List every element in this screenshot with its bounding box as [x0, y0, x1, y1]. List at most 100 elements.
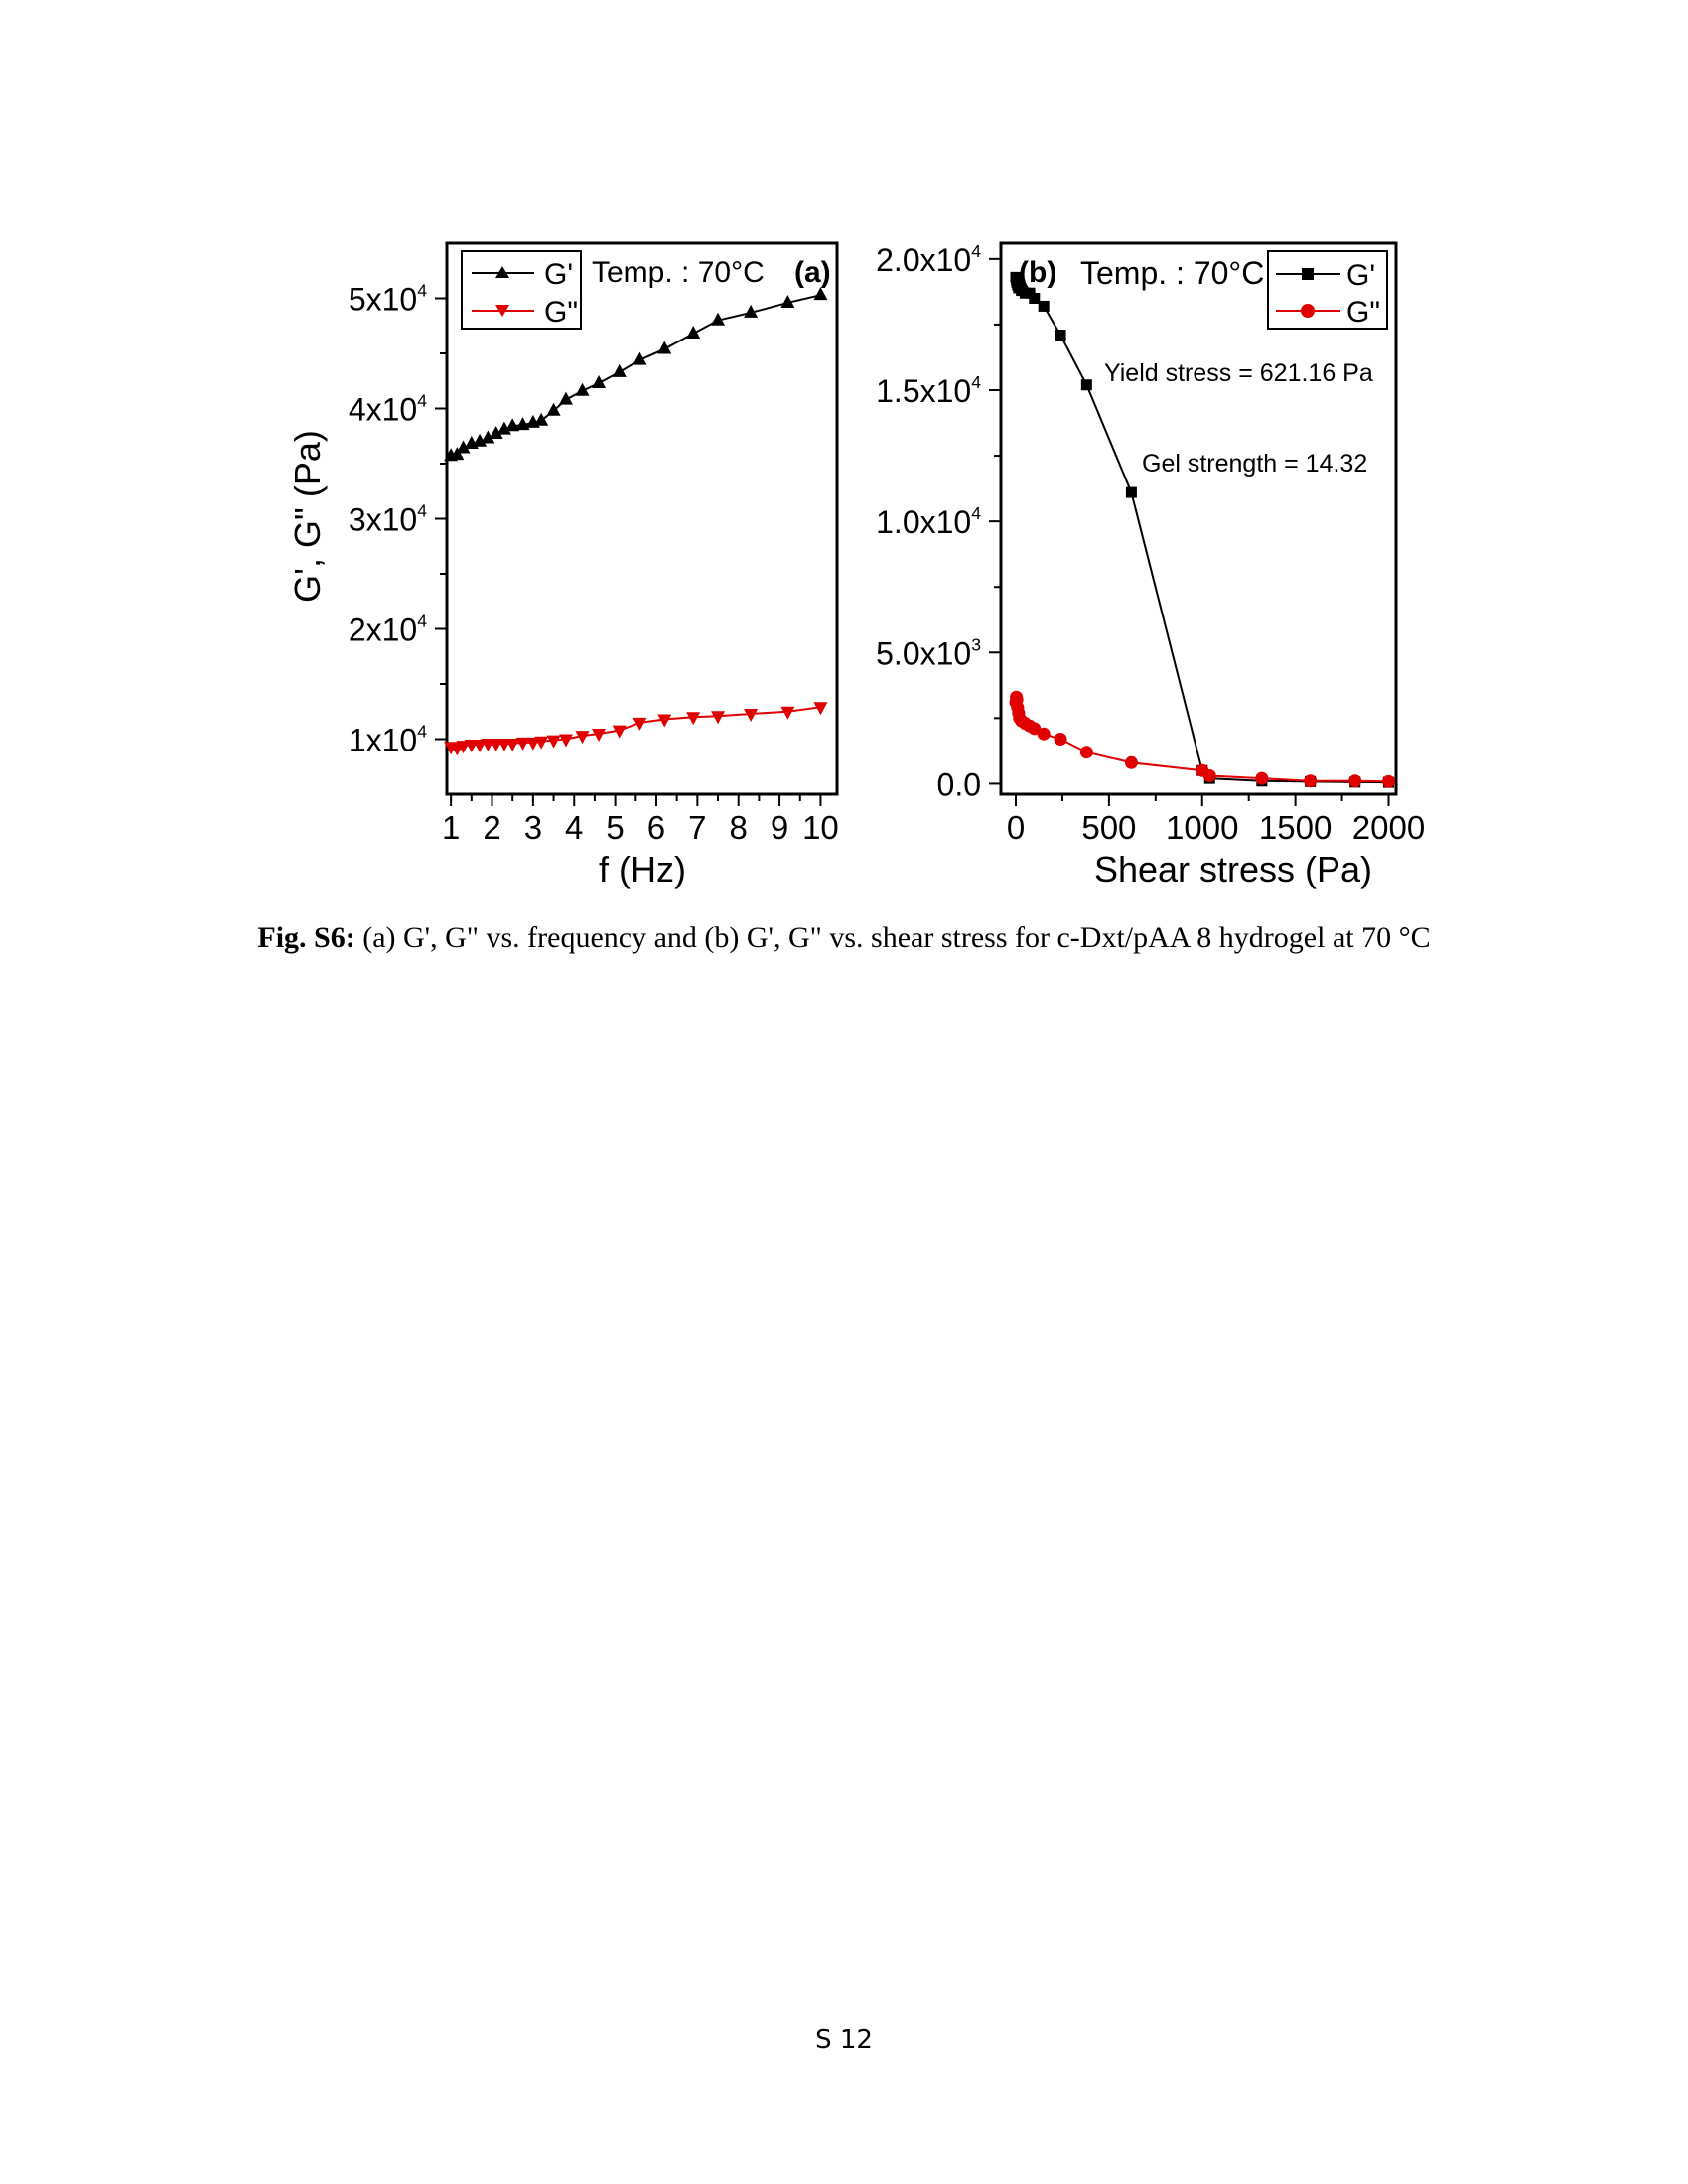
figure-s6: 1 2 3 4 5 6 7 8 9 10 1x104 2x104 3x104 4x104 5x104 G' …: [287, 241, 1425, 889]
data-point-series-1: [1202, 769, 1216, 782]
data-point-series-0: [592, 374, 607, 388]
data-point-series-0: [1038, 300, 1050, 312]
data-point-series-0: [1080, 379, 1092, 391]
x-tick-label: 8: [730, 809, 748, 846]
gel-strength-annotation: Gel strength = 14.32: [1142, 450, 1367, 478]
data-point-series-1: [1054, 733, 1067, 746]
data-point-series-1: [534, 736, 549, 750]
legend-label-g-prime: G': [1346, 259, 1375, 292]
data-point-series-0: [612, 363, 627, 377]
panel-b-label: (b): [1019, 256, 1056, 289]
legend-label-g-double-prime: G": [1346, 296, 1380, 329]
x-tick-label: 2000: [1352, 809, 1425, 846]
y-tick-label: 1.0x104: [876, 503, 981, 540]
x-tick-label: 1: [442, 809, 460, 846]
data-point-series-0: [780, 294, 795, 308]
x-tick-label: 4: [565, 809, 583, 846]
panel-a-series: [444, 287, 828, 756]
page-number: S 12: [815, 2025, 873, 2055]
data-point-series-1: [1037, 727, 1051, 741]
legend-label-g-double-prime: G": [544, 296, 578, 329]
panel-a-temperature-annotation: Temp. : 70°C: [592, 256, 765, 289]
panel-b-legend: G' G": [1267, 250, 1388, 330]
data-point-series-0: [505, 418, 520, 432]
panel-a-x-axis-label: f (Hz): [599, 849, 686, 889]
data-point-series-0: [1055, 330, 1066, 341]
legend-marker-g-double-prime: [1301, 304, 1315, 318]
panel-a-ticks: 1 2 3 4 5 6 7 8 9 10 1x104 2x104 3x104 4x104 5x104: [349, 281, 839, 847]
series-line-0: [1015, 277, 1389, 784]
data-point-series-0: [813, 287, 828, 301]
x-tick-label: 2: [483, 809, 500, 846]
legend-box: [1267, 250, 1388, 330]
data-point-series-0: [489, 426, 503, 440]
data-point-series-1: [515, 737, 530, 751]
caption-label: Fig. S6:: [257, 921, 355, 954]
data-point-series-1: [1124, 755, 1138, 769]
data-point-series-0: [515, 417, 530, 431]
data-point-series-1: [505, 738, 520, 751]
data-point-series-0: [546, 402, 561, 416]
data-point-series-1: [546, 735, 561, 749]
data-point-series-1: [575, 731, 590, 745]
data-point-series-1: [1381, 774, 1395, 788]
data-point-series-1: [813, 702, 828, 716]
data-point-series-1: [711, 711, 726, 725]
legend-marker-g-double-prime: [495, 305, 509, 317]
data-point-series-0: [575, 382, 590, 396]
data-point-series-0: [473, 433, 488, 447]
panel-a-legend: G' G": [461, 250, 582, 330]
x-tick-label: 6: [647, 809, 665, 846]
data-point-series-1: [592, 728, 607, 742]
data-point-series-1: [558, 734, 573, 748]
x-tick-label: 500: [1081, 809, 1136, 846]
y-tick-label: 2.0x104: [876, 241, 981, 278]
data-point-series-0: [633, 351, 647, 365]
y-tick-label: 0.0: [937, 766, 981, 802]
data-point-series-1: [780, 706, 795, 720]
legend-box: [461, 250, 582, 330]
y-tick-label: 1x104: [349, 722, 427, 758]
x-tick-label: 5: [606, 809, 624, 846]
panel-b-ticks: 0 500 1000 1500 2000 0.0 5.0x103 1.0x104 1.5x104…: [876, 241, 1425, 846]
x-tick-label: 10: [802, 809, 839, 846]
x-tick-label: 0: [1007, 809, 1025, 846]
y-tick-label: 1.5x104: [876, 372, 981, 409]
y-tick-label: 5.0x103: [876, 634, 981, 671]
data-point-series-0: [686, 326, 701, 340]
data-point-series-0: [657, 341, 672, 354]
data-point-series-1: [525, 737, 540, 751]
data-point-series-0: [456, 440, 471, 454]
panel-b-frame: [999, 241, 1398, 796]
data-point-series-1: [657, 714, 672, 728]
data-point-series-0: [450, 447, 465, 461]
panel-b-temperature-annotation: Temp. : 70°C: [1080, 255, 1264, 291]
caption-text: (a) G', G" vs. frequency and (b) G', G" …: [354, 921, 1431, 954]
x-tick-label: 9: [771, 809, 788, 846]
panel-a-chart: 1 2 3 4 5 6 7 8 9 10 1x104 2x104 3x104 4x104 5x104 G' …: [287, 241, 839, 889]
panel-a-y-axis-label: G', G" (Pa): [287, 430, 328, 603]
data-point-series-0: [1125, 486, 1137, 498]
yield-stress-annotation: Yield stress = 621.16 Pa: [1104, 359, 1373, 387]
data-point-series-1: [1255, 771, 1269, 785]
data-point-series-1: [744, 708, 759, 722]
legend-label-g-prime: G': [544, 258, 573, 291]
data-point-series-1: [456, 741, 471, 754]
y-tick-label: 2x104: [349, 612, 427, 648]
data-point-series-1: [473, 740, 488, 753]
figure-caption: Fig. S6: (a) G', G" vs. frequency and (b…: [199, 921, 1489, 954]
panel-a-label: (a): [794, 256, 831, 289]
y-tick-label: 5x104: [349, 281, 427, 318]
data-point-series-1: [633, 717, 647, 731]
data-point-series-1: [686, 712, 701, 726]
data-point-series-1: [1079, 746, 1093, 759]
data-point-series-0: [744, 304, 759, 318]
x-tick-label: 7: [688, 809, 706, 846]
x-tick-label: 1500: [1259, 809, 1332, 846]
data-point-series-1: [1304, 774, 1318, 788]
panel-b-chart: 0 500 1000 1500 2000 0.0 5.0x103 1.0x104 1.5x104…: [876, 241, 1425, 889]
legend-marker-g-prime: [1302, 268, 1314, 280]
data-point-series-0: [481, 430, 495, 444]
data-point-series-1: [1348, 774, 1362, 788]
x-tick-label: 3: [524, 809, 542, 846]
